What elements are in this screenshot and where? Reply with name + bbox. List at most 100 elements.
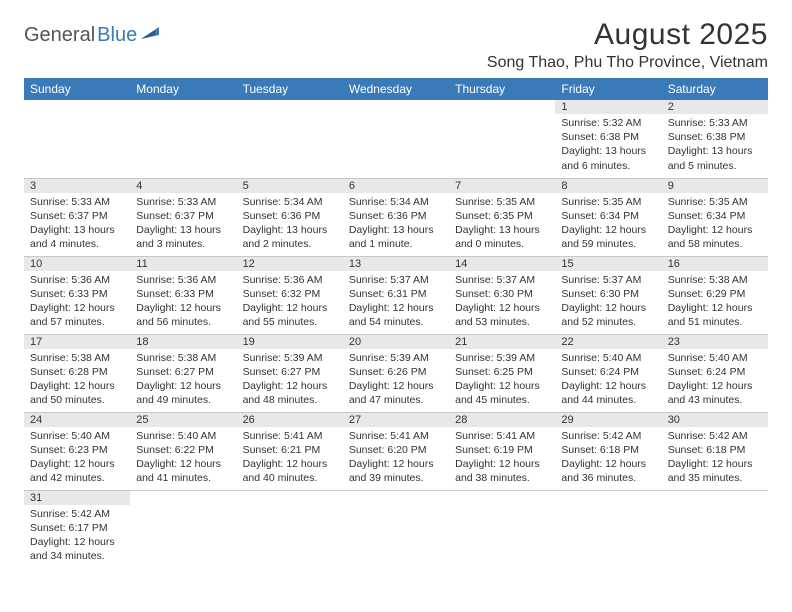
day-content: Sunrise: 5:33 AMSunset: 6:38 PMDaylight:…	[662, 114, 768, 177]
header: General Blue August 2025 Song Thao, Phu …	[24, 18, 768, 72]
day-number: 9	[662, 179, 768, 193]
day-number: 3	[24, 179, 130, 193]
calendar-cell: 8Sunrise: 5:35 AMSunset: 6:34 PMDaylight…	[555, 178, 661, 256]
day-content: Sunrise: 5:34 AMSunset: 6:36 PMDaylight:…	[343, 193, 449, 256]
calendar-cell: 7Sunrise: 5:35 AMSunset: 6:35 PMDaylight…	[449, 178, 555, 256]
calendar-cell	[237, 490, 343, 568]
calendar-cell: 10Sunrise: 5:36 AMSunset: 6:33 PMDayligh…	[24, 256, 130, 334]
day-content: Sunrise: 5:41 AMSunset: 6:20 PMDaylight:…	[343, 427, 449, 490]
day-content: Sunrise: 5:33 AMSunset: 6:37 PMDaylight:…	[24, 193, 130, 256]
calendar-cell: 30Sunrise: 5:42 AMSunset: 6:18 PMDayligh…	[662, 412, 768, 490]
calendar-cell	[449, 100, 555, 178]
calendar-cell: 20Sunrise: 5:39 AMSunset: 6:26 PMDayligh…	[343, 334, 449, 412]
calendar-cell: 17Sunrise: 5:38 AMSunset: 6:28 PMDayligh…	[24, 334, 130, 412]
day-content: Sunrise: 5:39 AMSunset: 6:26 PMDaylight:…	[343, 349, 449, 412]
weekday-header: Tuesday	[237, 78, 343, 100]
day-number: 6	[343, 179, 449, 193]
day-number: 24	[24, 413, 130, 427]
title-block: August 2025 Song Thao, Phu Tho Province,…	[487, 18, 768, 72]
calendar-cell: 4Sunrise: 5:33 AMSunset: 6:37 PMDaylight…	[130, 178, 236, 256]
calendar-cell	[130, 100, 236, 178]
day-number: 20	[343, 335, 449, 349]
day-content: Sunrise: 5:41 AMSunset: 6:21 PMDaylight:…	[237, 427, 343, 490]
calendar-cell: 21Sunrise: 5:39 AMSunset: 6:25 PMDayligh…	[449, 334, 555, 412]
day-content: Sunrise: 5:37 AMSunset: 6:30 PMDaylight:…	[555, 271, 661, 334]
day-number: 23	[662, 335, 768, 349]
day-content: Sunrise: 5:35 AMSunset: 6:34 PMDaylight:…	[555, 193, 661, 256]
day-content: Sunrise: 5:32 AMSunset: 6:38 PMDaylight:…	[555, 114, 661, 177]
day-number: 10	[24, 257, 130, 271]
day-content	[130, 493, 236, 499]
calendar-cell	[130, 490, 236, 568]
day-number: 7	[449, 179, 555, 193]
calendar-cell: 13Sunrise: 5:37 AMSunset: 6:31 PMDayligh…	[343, 256, 449, 334]
calendar-row: 24Sunrise: 5:40 AMSunset: 6:23 PMDayligh…	[24, 412, 768, 490]
calendar-cell	[343, 490, 449, 568]
calendar-cell: 28Sunrise: 5:41 AMSunset: 6:19 PMDayligh…	[449, 412, 555, 490]
day-content: Sunrise: 5:37 AMSunset: 6:31 PMDaylight:…	[343, 271, 449, 334]
day-number: 8	[555, 179, 661, 193]
day-content	[237, 493, 343, 499]
calendar-cell	[343, 100, 449, 178]
calendar-row: 31Sunrise: 5:42 AMSunset: 6:17 PMDayligh…	[24, 490, 768, 568]
day-content	[555, 493, 661, 499]
day-number: 28	[449, 413, 555, 427]
day-number: 22	[555, 335, 661, 349]
calendar-cell: 27Sunrise: 5:41 AMSunset: 6:20 PMDayligh…	[343, 412, 449, 490]
day-number: 13	[343, 257, 449, 271]
day-content: Sunrise: 5:36 AMSunset: 6:33 PMDaylight:…	[24, 271, 130, 334]
calendar-cell: 2Sunrise: 5:33 AMSunset: 6:38 PMDaylight…	[662, 100, 768, 178]
day-content	[449, 102, 555, 108]
day-number: 12	[237, 257, 343, 271]
weekday-header: Monday	[130, 78, 236, 100]
calendar-cell: 6Sunrise: 5:34 AMSunset: 6:36 PMDaylight…	[343, 178, 449, 256]
calendar-cell: 23Sunrise: 5:40 AMSunset: 6:24 PMDayligh…	[662, 334, 768, 412]
day-content: Sunrise: 5:37 AMSunset: 6:30 PMDaylight:…	[449, 271, 555, 334]
day-content: Sunrise: 5:36 AMSunset: 6:32 PMDaylight:…	[237, 271, 343, 334]
day-content	[24, 102, 130, 108]
calendar-cell: 3Sunrise: 5:33 AMSunset: 6:37 PMDaylight…	[24, 178, 130, 256]
calendar-cell: 9Sunrise: 5:35 AMSunset: 6:34 PMDaylight…	[662, 178, 768, 256]
day-number: 26	[237, 413, 343, 427]
calendar-cell	[555, 490, 661, 568]
day-content	[343, 102, 449, 108]
day-number: 4	[130, 179, 236, 193]
calendar-cell: 24Sunrise: 5:40 AMSunset: 6:23 PMDayligh…	[24, 412, 130, 490]
day-content: Sunrise: 5:42 AMSunset: 6:17 PMDaylight:…	[24, 505, 130, 568]
day-content: Sunrise: 5:35 AMSunset: 6:35 PMDaylight:…	[449, 193, 555, 256]
calendar-row: 1Sunrise: 5:32 AMSunset: 6:38 PMDaylight…	[24, 100, 768, 178]
day-number: 30	[662, 413, 768, 427]
calendar-body: 1Sunrise: 5:32 AMSunset: 6:38 PMDaylight…	[24, 100, 768, 568]
day-content	[237, 102, 343, 108]
day-content: Sunrise: 5:38 AMSunset: 6:27 PMDaylight:…	[130, 349, 236, 412]
calendar-cell: 26Sunrise: 5:41 AMSunset: 6:21 PMDayligh…	[237, 412, 343, 490]
day-content	[662, 493, 768, 499]
day-content: Sunrise: 5:40 AMSunset: 6:24 PMDaylight:…	[662, 349, 768, 412]
weekday-header: Friday	[555, 78, 661, 100]
day-content: Sunrise: 5:35 AMSunset: 6:34 PMDaylight:…	[662, 193, 768, 256]
calendar-cell: 12Sunrise: 5:36 AMSunset: 6:32 PMDayligh…	[237, 256, 343, 334]
day-number: 25	[130, 413, 236, 427]
day-content: Sunrise: 5:34 AMSunset: 6:36 PMDaylight:…	[237, 193, 343, 256]
calendar-cell	[237, 100, 343, 178]
calendar-cell: 19Sunrise: 5:39 AMSunset: 6:27 PMDayligh…	[237, 334, 343, 412]
location: Song Thao, Phu Tho Province, Vietnam	[487, 54, 768, 72]
weekday-header-row: Sunday Monday Tuesday Wednesday Thursday…	[24, 78, 768, 100]
day-number: 15	[555, 257, 661, 271]
calendar-cell	[449, 490, 555, 568]
calendar-cell: 22Sunrise: 5:40 AMSunset: 6:24 PMDayligh…	[555, 334, 661, 412]
calendar-cell	[662, 490, 768, 568]
calendar-cell: 25Sunrise: 5:40 AMSunset: 6:22 PMDayligh…	[130, 412, 236, 490]
calendar-cell: 15Sunrise: 5:37 AMSunset: 6:30 PMDayligh…	[555, 256, 661, 334]
calendar-table: Sunday Monday Tuesday Wednesday Thursday…	[24, 78, 768, 568]
day-content: Sunrise: 5:40 AMSunset: 6:22 PMDaylight:…	[130, 427, 236, 490]
day-content: Sunrise: 5:39 AMSunset: 6:27 PMDaylight:…	[237, 349, 343, 412]
weekday-header: Thursday	[449, 78, 555, 100]
day-number: 16	[662, 257, 768, 271]
day-number: 27	[343, 413, 449, 427]
day-number: 21	[449, 335, 555, 349]
day-number: 31	[24, 491, 130, 505]
calendar-row: 10Sunrise: 5:36 AMSunset: 6:33 PMDayligh…	[24, 256, 768, 334]
day-content: Sunrise: 5:42 AMSunset: 6:18 PMDaylight:…	[555, 427, 661, 490]
day-content: Sunrise: 5:41 AMSunset: 6:19 PMDaylight:…	[449, 427, 555, 490]
